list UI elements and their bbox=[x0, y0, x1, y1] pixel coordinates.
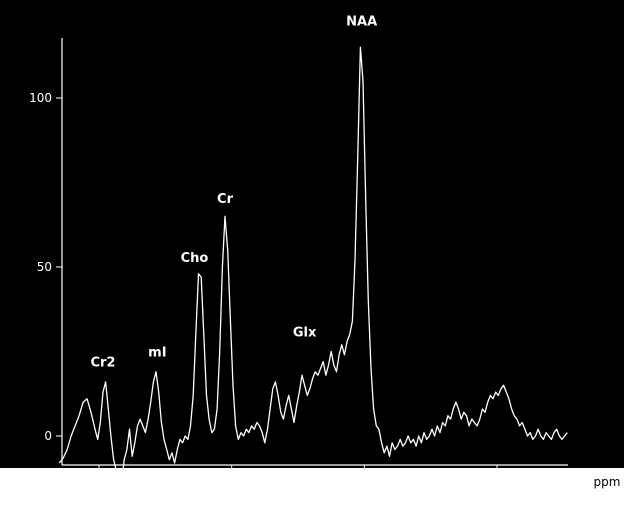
x-tick-label: 3 bbox=[228, 475, 236, 489]
spectrum-line-0 bbox=[58, 46, 568, 484]
x-tick-label: 1 bbox=[493, 475, 501, 489]
y-tick-label: 0 bbox=[44, 429, 52, 443]
y-tick-label: 100 bbox=[29, 91, 52, 105]
x-tick-label: 4 bbox=[95, 475, 103, 489]
series-layer bbox=[58, 46, 568, 484]
y-tick-label: 50 bbox=[37, 260, 52, 274]
peak-label-naa: NAA bbox=[346, 14, 377, 29]
peak-label-mi: mI bbox=[148, 346, 166, 361]
axes-layer: 0 50 100 4 3 2 1 bbox=[29, 38, 568, 489]
peak-label-glx: Glx bbox=[293, 325, 317, 340]
x-tick-label: 2 bbox=[361, 475, 369, 489]
x-axis-title: ppm bbox=[594, 475, 621, 489]
plot-background bbox=[0, 0, 624, 468]
peak-label-cho: Cho bbox=[181, 251, 209, 266]
peak-label-cr: Cr bbox=[217, 192, 234, 207]
peak-label-cr2: Cr2 bbox=[90, 356, 115, 371]
annotation-layer: Cr2 mI Cho Cr Glx NAA bbox=[90, 14, 377, 370]
